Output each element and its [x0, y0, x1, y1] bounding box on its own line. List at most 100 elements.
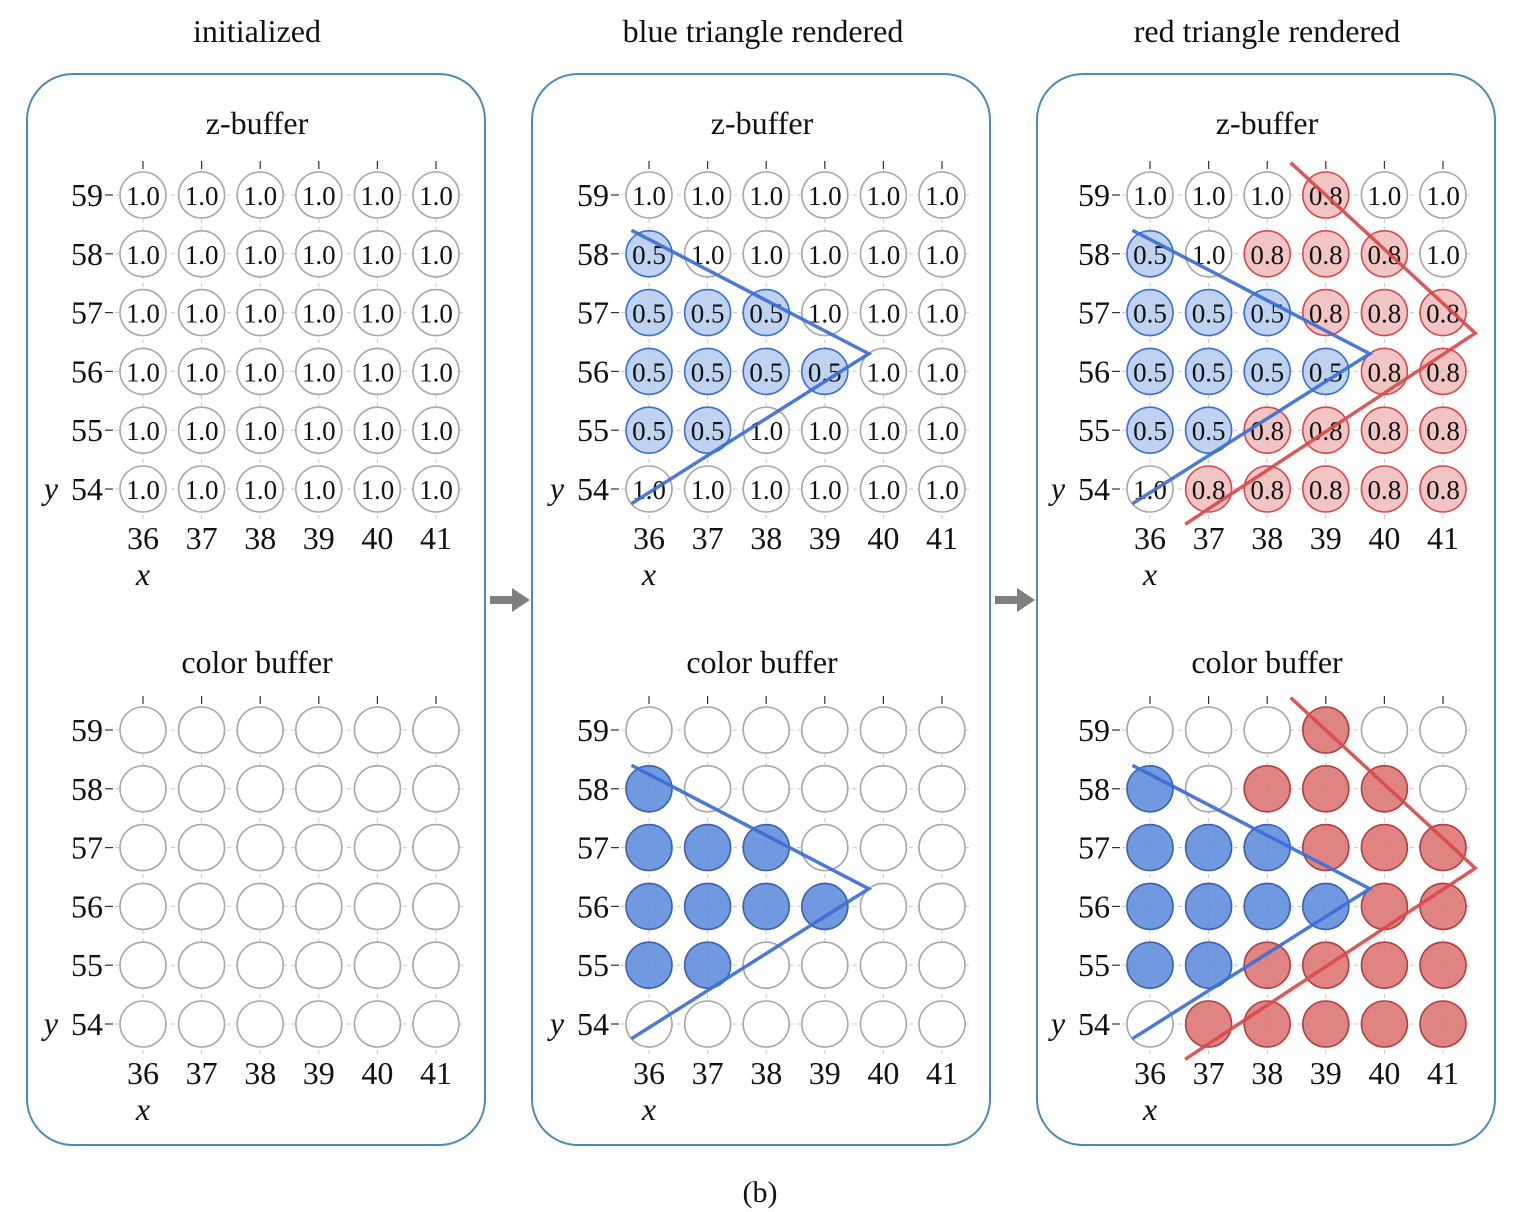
pixel-cell: [625, 288, 673, 337]
depth-value: 0.5: [691, 416, 725, 446]
x-tick-label: 41: [1427, 520, 1459, 556]
pixel-cell: [119, 230, 167, 278]
x-tick-label: 41: [1427, 1055, 1459, 1091]
pixel-cell: [1360, 171, 1409, 219]
pixel-cell: [742, 465, 791, 513]
pixel-cell: [683, 406, 732, 455]
pixel-cell: [1302, 1000, 1350, 1048]
pixel-cell: [859, 941, 908, 990]
x-tick-label: 38: [750, 1055, 782, 1091]
depth-value: 0.8: [1309, 240, 1343, 270]
depth-value: 1.0: [419, 181, 453, 211]
depth-value: 1.0: [419, 475, 453, 505]
pixel-cell: [1360, 706, 1409, 754]
pixel-cell: [294, 288, 343, 337]
pixel-cell: [294, 230, 343, 278]
pixel-cell: [859, 764, 908, 813]
y-tick-label: 57: [71, 830, 103, 866]
pixel-cell: [859, 347, 908, 396]
pixel-cell: [918, 406, 966, 455]
pixel-cell: [800, 406, 849, 455]
depth-value: 1.0: [243, 416, 277, 446]
pixel-cell: [1419, 171, 1467, 219]
y-tick-label: 58: [577, 771, 609, 807]
x-tick-label: 39: [1310, 1055, 1342, 1091]
zbuffer-title: z-buffer: [711, 105, 814, 141]
pixel-cell: [177, 706, 226, 754]
depth-value: 1.0: [925, 299, 959, 329]
pixel-cell: [625, 706, 673, 754]
y-tick-label: 59: [1078, 177, 1110, 213]
depth-value: 1.0: [419, 357, 453, 387]
pixel-cell: [859, 465, 908, 513]
pixel-cell: [294, 882, 343, 931]
pixel-cell: [625, 1000, 673, 1048]
pixel-cell: [1419, 406, 1467, 455]
pixel-cell: [412, 406, 460, 455]
depth-value: 0.5: [1250, 299, 1284, 329]
depth-value: 1.0: [126, 416, 160, 446]
pixel-cell: [1243, 706, 1291, 754]
pixel-cell: [683, 171, 732, 219]
pixel-cell: [1126, 230, 1174, 278]
pixel-cell: [119, 288, 167, 337]
depth-value: 0.5: [691, 299, 725, 329]
pixel-cell: [119, 1000, 167, 1048]
pixel-cell: [918, 706, 966, 754]
y-tick-label: 58: [71, 236, 103, 272]
pixel-cell: [1419, 823, 1467, 872]
pixel-cell: [742, 706, 791, 754]
color-buffer-title: color buffer: [181, 644, 333, 680]
pixel-cell: [800, 465, 849, 513]
pixel-cell: [625, 406, 673, 455]
pixel-cell: [1419, 230, 1467, 278]
pixel-cell: [1302, 347, 1350, 396]
depth-value: 0.5: [1133, 357, 1167, 387]
x-tick-label: 37: [1193, 520, 1225, 556]
pixel-cell: [119, 764, 167, 813]
x-tick-label: 41: [420, 520, 452, 556]
pixel-cell: [119, 465, 167, 513]
y-tick-label: 57: [1078, 295, 1110, 331]
panel-initialized: [26, 73, 486, 1146]
x-axis-label: x: [135, 556, 150, 592]
x-tick-label: 40: [867, 520, 899, 556]
pixel-cell: [625, 347, 673, 396]
arrow-right-icon: [995, 588, 1035, 612]
x-axis-label: x: [135, 1091, 150, 1127]
y-axis-label: y: [41, 470, 59, 506]
x-tick-label: 38: [244, 1055, 276, 1091]
y-tick-label: 59: [577, 712, 609, 748]
depth-value: 1.0: [185, 357, 219, 387]
depth-value: 1.0: [867, 181, 901, 211]
y-tick-label: 55: [71, 412, 103, 448]
depth-value: 0.8: [1368, 475, 1402, 505]
depth-value: 1.0: [808, 181, 842, 211]
depth-value: 1.0: [243, 181, 277, 211]
pixel-cell: [119, 823, 167, 872]
depth-value: 0.5: [1192, 299, 1226, 329]
pixel-cell: [742, 941, 791, 990]
depth-value: 0.5: [749, 299, 783, 329]
pixel-cell: [918, 764, 966, 813]
depth-value: 1.0: [867, 357, 901, 387]
pixel-cell: [353, 882, 402, 931]
depth-value: 1.0: [361, 416, 395, 446]
pixel-cell: [177, 347, 226, 396]
x-tick-label: 36: [633, 1055, 665, 1091]
depth-value: 1.0: [302, 299, 336, 329]
depth-value: 1.0: [691, 181, 725, 211]
y-axis-label: y: [1048, 470, 1066, 506]
pixel-cell: [742, 823, 791, 872]
x-axis-label: x: [641, 556, 656, 592]
pixel-cell: [683, 288, 732, 337]
pixel-cell: [353, 823, 402, 872]
pixel-cell: [412, 823, 460, 872]
pixel-cell: [625, 171, 673, 219]
depth-value: 1.0: [419, 416, 453, 446]
pixel-cell: [859, 823, 908, 872]
pixel-cell: [236, 288, 285, 337]
depth-value: 1.0: [302, 475, 336, 505]
depth-value: 0.8: [1368, 240, 1402, 270]
pixel-cell: [1126, 764, 1174, 813]
